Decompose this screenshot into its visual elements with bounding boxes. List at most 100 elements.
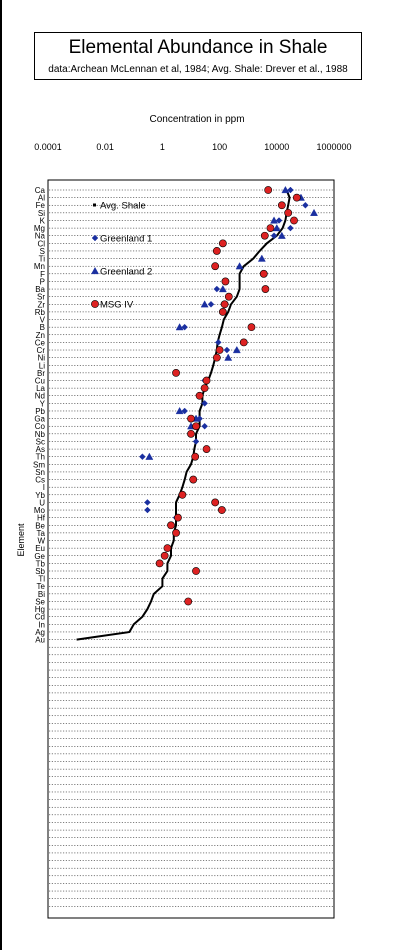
element-label: Yb [35,491,45,500]
x-axis-label: Concentration in ppm [149,114,244,125]
data-point [235,262,244,270]
data-point [215,339,222,346]
data-point [212,353,221,362]
data-point [266,224,275,232]
y-axis-label: Element [16,523,26,557]
data-point [277,231,286,239]
data-point [175,406,184,415]
title-box: Elemental Abundance in Shale data:Archea… [34,32,362,80]
data-point [192,422,200,431]
element-label: Ti [39,255,46,264]
series-line-avg-shale [76,189,291,641]
element-label: Ni [37,354,45,363]
data-point [221,277,230,286]
element-label: I [43,483,45,492]
data-point [220,300,229,309]
element-label: S [40,247,45,256]
data-point [292,193,301,202]
data-point [247,323,256,332]
element-label: Th [36,453,45,462]
legend-label: Greenland 1 [100,234,152,245]
data-point [264,186,273,194]
data-point [144,499,151,506]
element-label: Zn [36,331,45,340]
element-label: Be [35,521,45,530]
data-point [160,551,169,560]
element-label: Au [35,636,45,645]
element-label: Cu [35,377,45,386]
element-label: W [37,537,45,546]
data-point [200,300,209,308]
element-label: Ta [37,529,46,538]
data-point [290,216,298,225]
data-point [302,201,309,209]
element-label: Sc [36,437,45,446]
element-label: Y [40,399,46,408]
data-point [224,292,233,301]
legend-marker [91,266,99,275]
element-label: Sr [37,293,45,302]
data-point [281,185,290,194]
element-label: As [36,445,45,454]
data-point [213,285,221,293]
element-label: Tb [36,559,46,568]
data-point [178,490,187,499]
element-label: Nb [35,430,46,439]
data-point [207,301,215,308]
data-point [257,254,266,262]
chart-title: Elemental Abundance in Shale [68,37,328,58]
data-point [224,353,233,361]
element-label: Sn [35,468,45,477]
data-point [310,208,318,216]
page-border [0,0,2,950]
data-point [174,513,182,522]
data-point [239,338,248,347]
data-point [181,323,188,331]
data-point [202,445,211,453]
plot-area-frame [47,179,335,919]
data-point [215,346,224,354]
data-point [260,231,269,240]
element-label: Bi [38,590,45,599]
element-label: Li [39,361,45,370]
data-point [189,475,198,484]
data-point [172,368,180,377]
data-point [195,391,204,400]
data-point [184,597,193,606]
data-point [232,346,241,354]
data-point [192,438,200,445]
data-point [211,262,220,271]
data-point [261,285,270,293]
data-point [270,232,278,240]
element-label: Sb [35,567,45,576]
data-point [202,376,211,385]
data-point [284,208,293,217]
legend-label: MSG IV [100,300,134,311]
data-point [223,346,231,354]
element-label: Hg [35,605,45,614]
element-label: P [40,277,45,286]
element-label: Ca [35,186,46,195]
x-tick-label: 1 [160,142,165,152]
element-label: V [40,316,46,325]
data-point [218,239,227,248]
data-point [287,224,294,232]
element-label: B [40,323,45,332]
element-label: Fe [36,201,46,210]
data-point [218,285,227,293]
element-label: Se [35,597,45,606]
data-point [218,308,227,316]
element-label: U [39,498,45,507]
element-label: Ag [35,628,45,637]
legend-marker [91,234,99,242]
data-point [139,453,146,460]
element-label: Nd [35,392,45,401]
element-label: Co [35,422,46,431]
element-label: Na [35,232,46,241]
element-label: Cr [37,346,46,355]
element-label: Sm [33,460,45,469]
data-point [275,217,283,224]
x-tick-label: 100 [212,142,227,152]
element-label: In [38,620,45,629]
